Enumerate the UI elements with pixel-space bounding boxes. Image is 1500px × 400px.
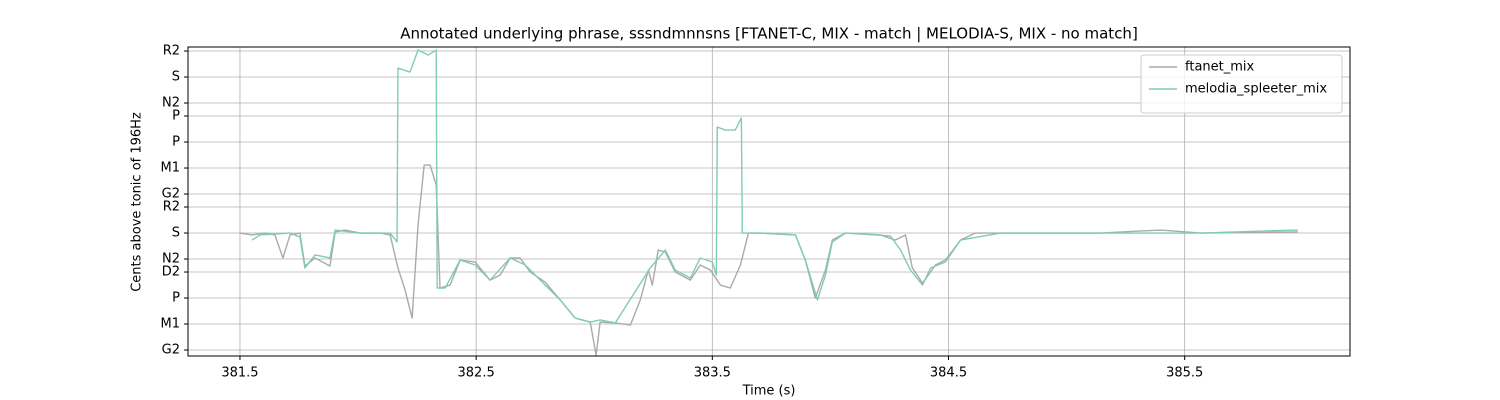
y-tick-label: P <box>172 291 180 306</box>
y-tick-label: N2 <box>162 252 180 267</box>
x-tick-label: 384.5 <box>930 366 967 381</box>
y-tick-label: G2 <box>162 343 180 358</box>
y-tick-label: S <box>172 70 180 85</box>
chart-title: Annotated underlying phrase, sssndmnnsns… <box>400 25 1138 43</box>
x-axis-label: Time (s) <box>742 384 796 399</box>
y-tick-label: G2 <box>162 187 180 202</box>
y-tick-label: D2 <box>162 265 180 280</box>
x-tick-label: 381.5 <box>221 366 258 381</box>
y-axis-label: Cents above tonic of 196Hz <box>130 112 145 292</box>
legend-box <box>1140 54 1343 114</box>
y-tick-label: M1 <box>161 161 181 176</box>
y-tick-label: S <box>172 226 180 241</box>
x-tick-label: 383.5 <box>694 366 731 381</box>
y-tick-label: P <box>172 135 180 150</box>
data-line <box>239 164 1298 356</box>
legend-label: melodia_spleeter_mix <box>1185 82 1327 97</box>
data-line <box>251 49 1298 324</box>
x-tick-label: 385.5 <box>1166 366 1203 381</box>
x-tick-label: 382.5 <box>458 366 495 381</box>
y-tick-label: M1 <box>161 317 181 332</box>
y-tick-label: R2 <box>163 44 180 59</box>
y-tick-label: P <box>172 109 180 124</box>
y-tick-label: R2 <box>163 200 180 215</box>
plot-frame <box>187 46 1351 357</box>
y-tick-label: N2 <box>162 96 180 111</box>
legend-label: ftanet_mix <box>1185 60 1255 75</box>
